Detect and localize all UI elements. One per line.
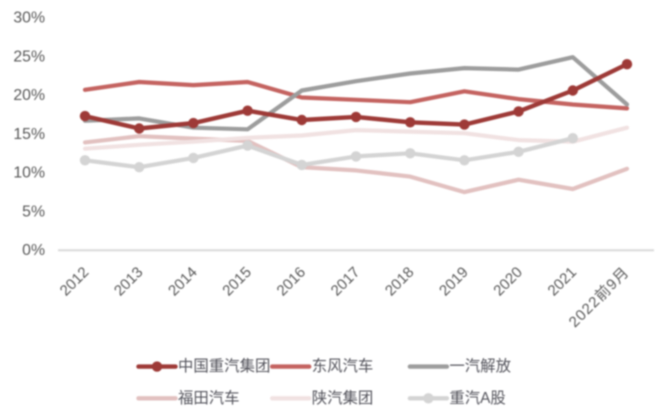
svg-text:2012: 2012 bbox=[57, 264, 93, 300]
svg-text:2020: 2020 bbox=[490, 264, 526, 300]
svg-text:福田汽车: 福田汽车 bbox=[178, 389, 240, 407]
svg-text:中国重汽集团: 中国重汽集团 bbox=[178, 357, 270, 375]
svg-text:2019: 2019 bbox=[436, 264, 472, 300]
svg-text:东风汽车: 东风汽车 bbox=[312, 357, 374, 375]
svg-text:2021: 2021 bbox=[545, 264, 581, 300]
svg-text:2017: 2017 bbox=[328, 264, 364, 300]
svg-text:10%: 10% bbox=[13, 165, 45, 182]
svg-text:2014: 2014 bbox=[165, 264, 201, 300]
svg-text:陕汽集团: 陕汽集团 bbox=[312, 389, 374, 407]
svg-text:重汽A股: 重汽A股 bbox=[449, 389, 505, 407]
svg-text:2013: 2013 bbox=[111, 264, 147, 300]
svg-text:一汽解放: 一汽解放 bbox=[449, 357, 511, 375]
svg-text:5%: 5% bbox=[22, 203, 45, 220]
svg-text:15%: 15% bbox=[13, 126, 45, 143]
svg-text:2016: 2016 bbox=[274, 264, 310, 300]
svg-text:25%: 25% bbox=[13, 48, 45, 65]
svg-text:2015: 2015 bbox=[219, 264, 255, 300]
svg-text:20%: 20% bbox=[13, 87, 45, 104]
svg-text:2018: 2018 bbox=[382, 264, 418, 300]
svg-text:0%: 0% bbox=[22, 242, 45, 259]
svg-text:30%: 30% bbox=[13, 10, 45, 27]
